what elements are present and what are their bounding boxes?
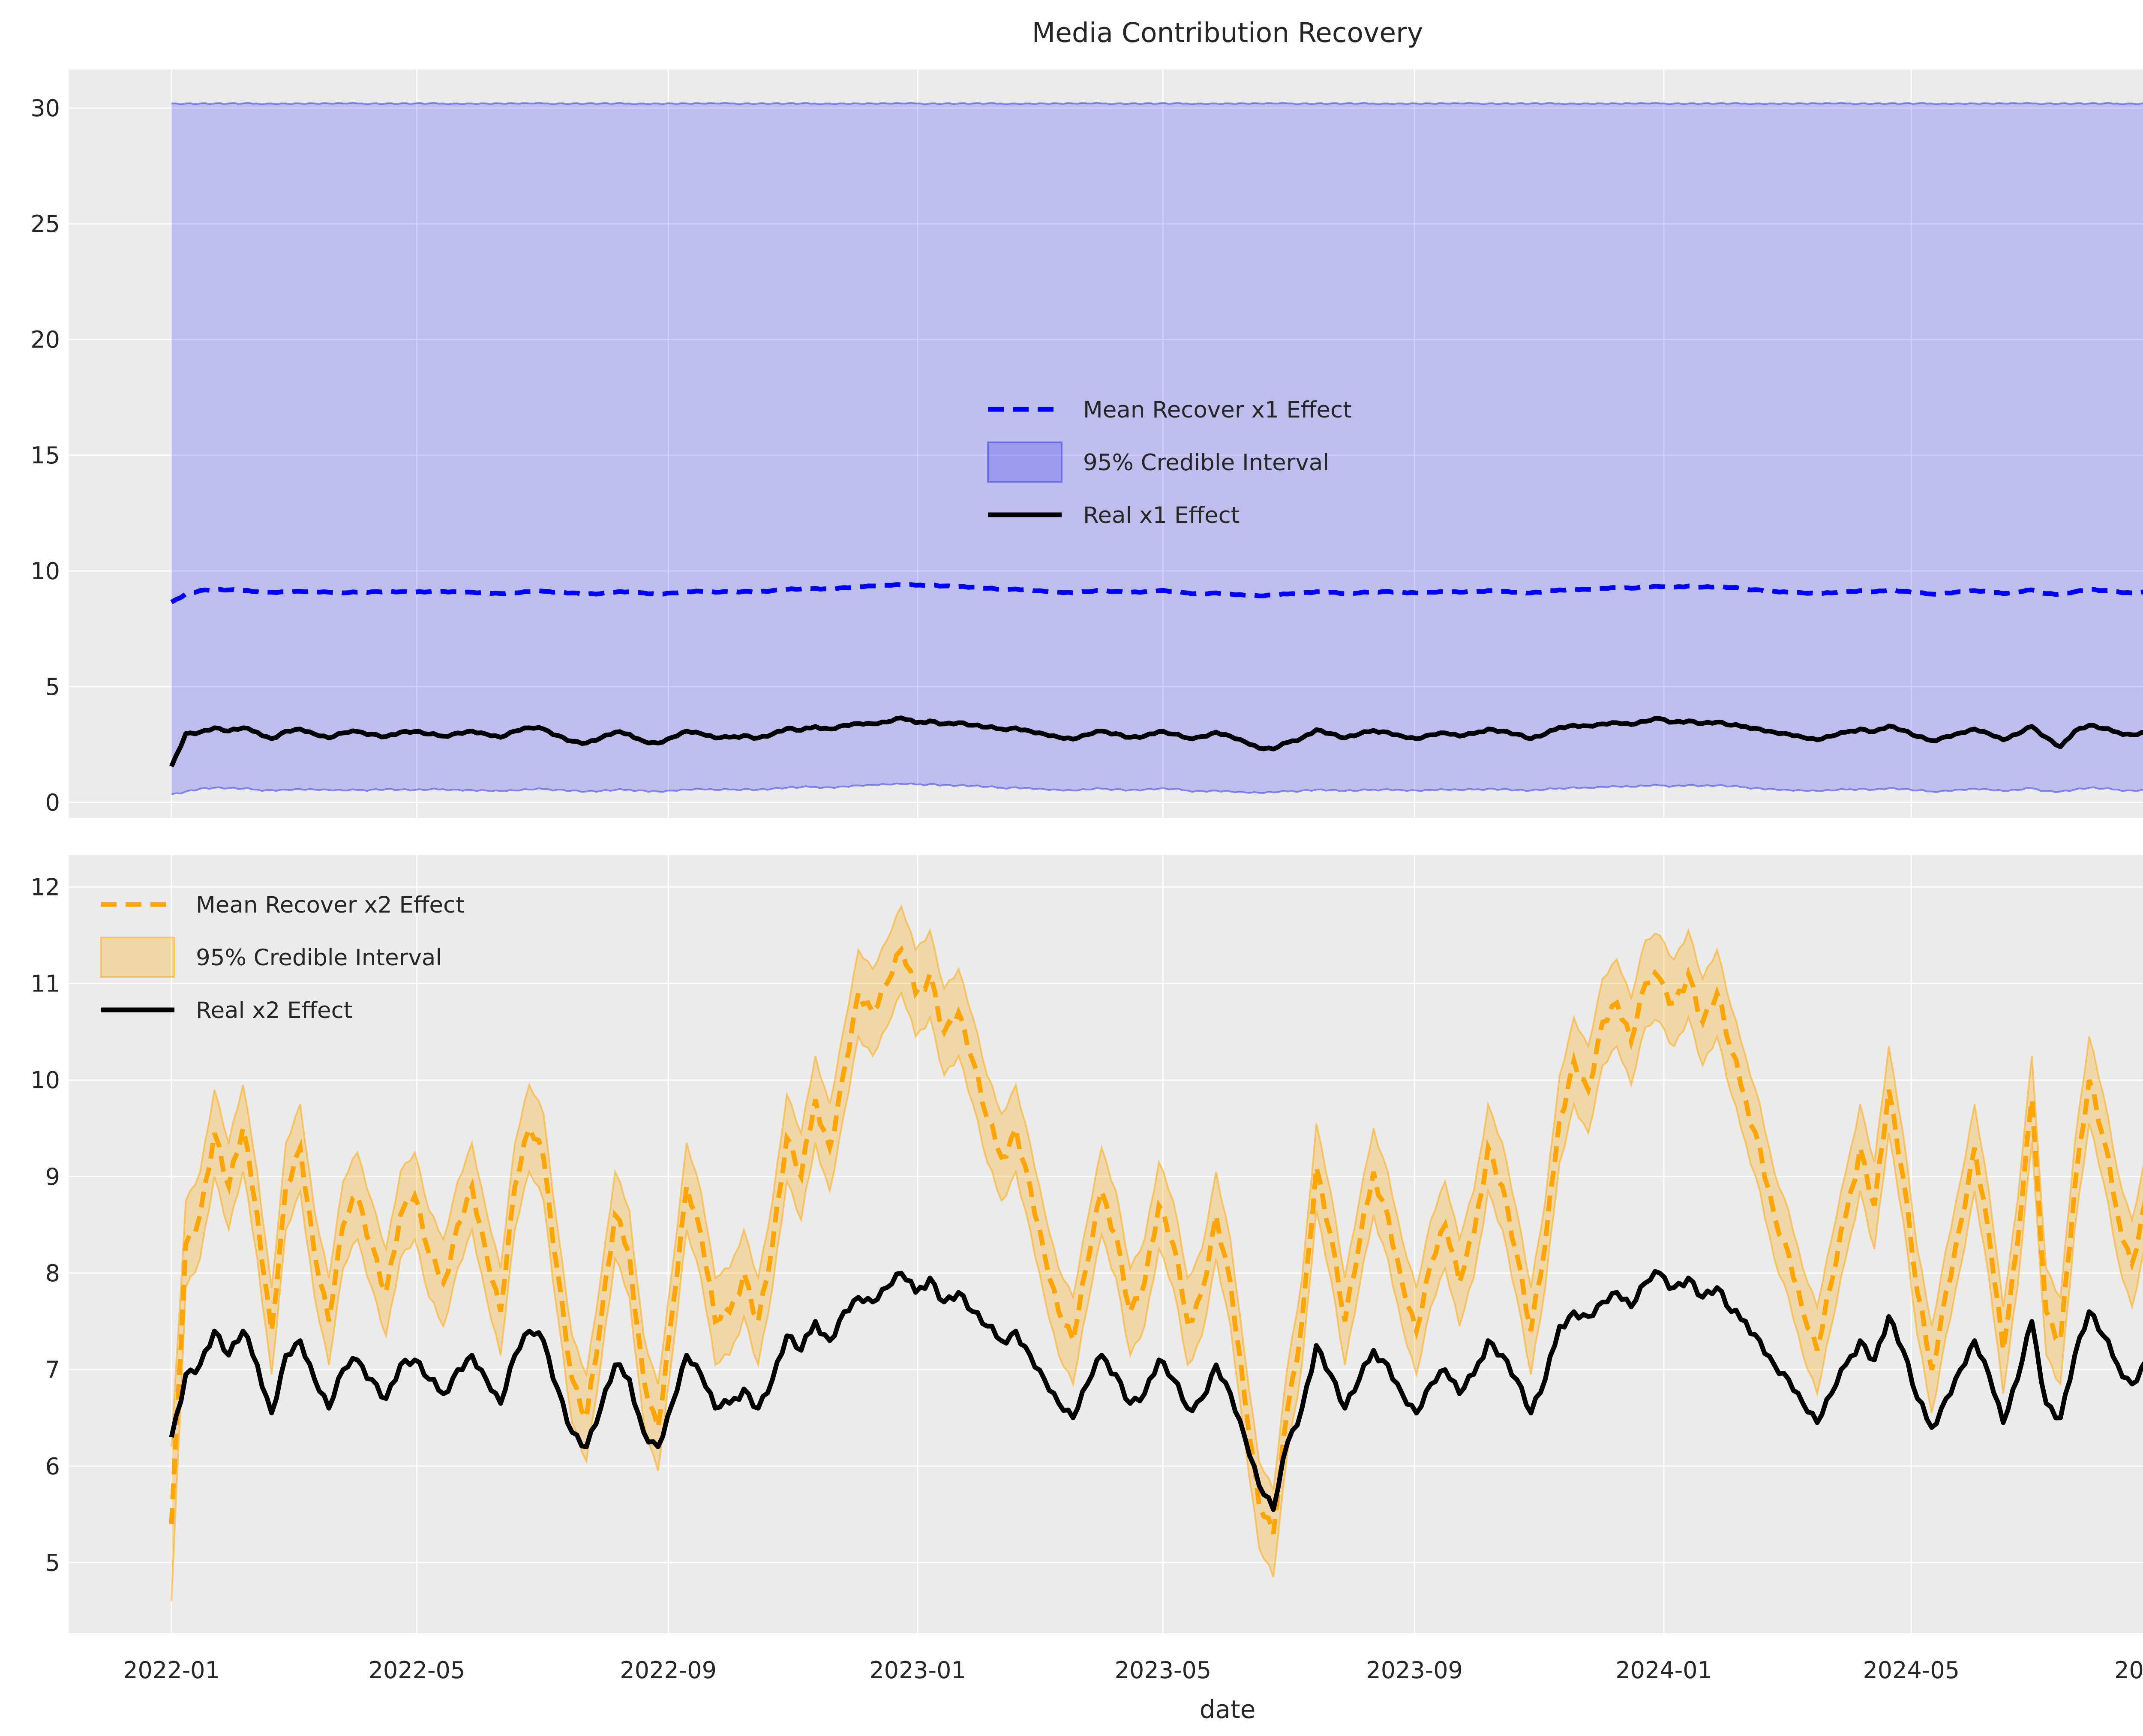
band-lower-edge <box>171 991 2143 1601</box>
top-legend: Mean Recover x1 Effect 95% Credible Inter… <box>987 397 1352 529</box>
y-tick-label: 11 <box>30 970 60 997</box>
y-tick-label: 7 <box>45 1356 60 1383</box>
band-upper-edge <box>171 102 2143 105</box>
bottom-legend: Mean Recover x2 Effect 95% Credible Inter… <box>100 892 465 1024</box>
y-tick-label: 10 <box>30 1067 60 1094</box>
y-tick-label: 5 <box>45 673 60 700</box>
real-effect-line <box>169 1269 2143 1512</box>
y-tick-label: 5 <box>45 1550 60 1577</box>
x-tick-label: 2022-05 <box>369 1657 465 1684</box>
x-tick-label: 2024-01 <box>1615 1657 1712 1684</box>
legend-label: Mean Recover x1 Effect <box>1083 397 1352 423</box>
y-tick-label: 12 <box>30 874 60 901</box>
x-axis-label: date <box>1200 1695 1256 1724</box>
legend-item: Real x2 Effect <box>101 997 353 1024</box>
x-tick-label: 2022-09 <box>620 1657 717 1684</box>
bottom-panel: 5 6 7 8 9 10 11 12 Mean Recover x2 Effect 95% Cre… <box>30 855 2143 1633</box>
legend-item: Real x1 Effect <box>988 502 1240 529</box>
legend-label: Real x1 Effect <box>1083 502 1240 529</box>
y-tick-label: 8 <box>45 1260 60 1287</box>
mean-recover-line <box>170 582 2143 604</box>
x-tick-label: 2023-09 <box>1366 1657 1463 1684</box>
x-tick-label: 2024-09 <box>2114 1657 2143 1684</box>
band-lower-edge <box>171 782 2143 795</box>
legend-item: Mean Recover x2 Effect <box>101 892 465 918</box>
y-tick-label: 6 <box>45 1453 60 1480</box>
legend-band-sample <box>100 937 175 978</box>
y-tick-label: 30 <box>30 95 60 122</box>
x-tick-label: 2023-01 <box>869 1657 966 1684</box>
y-tick-label: 25 <box>30 210 60 237</box>
x-tick-label: 2022-01 <box>123 1657 220 1684</box>
legend-label: 95% Credible Interval <box>196 945 442 971</box>
legend-label: Real x2 Effect <box>196 997 353 1024</box>
legend-item: 95% Credible Interval <box>987 442 1329 483</box>
y-tick-label: 0 <box>45 789 60 816</box>
credible-interval-band <box>171 102 2143 794</box>
legend-label: 95% Credible Interval <box>1083 450 1329 476</box>
legend-item: Mean Recover x1 Effect <box>988 397 1352 423</box>
y-tick-label: 9 <box>45 1163 60 1190</box>
legend-band-sample <box>987 442 1062 483</box>
y-tick-label: 10 <box>30 558 60 585</box>
plot-background <box>69 69 2143 818</box>
x-tick-label: 2024-05 <box>1863 1657 1960 1684</box>
plot-area <box>169 904 2143 1601</box>
band-upper-edge <box>171 904 2143 1491</box>
real-effect-line <box>169 715 2143 768</box>
plot-area <box>169 102 2143 795</box>
chart-title: Media Contribution Recovery <box>1032 17 1423 48</box>
y-tick-label: 15 <box>30 442 60 469</box>
legend-item: 95% Credible Interval <box>100 937 442 978</box>
mean-recover-line <box>169 945 2143 1535</box>
x-tick-label: 2023-05 <box>1115 1657 1212 1684</box>
legend-label: Mean Recover x2 Effect <box>196 892 465 918</box>
y-tick-label: 20 <box>30 326 60 353</box>
top-panel: 0 5 10 15 20 25 30 Mean Recover x1 Effect 95% Cr… <box>30 69 2143 818</box>
